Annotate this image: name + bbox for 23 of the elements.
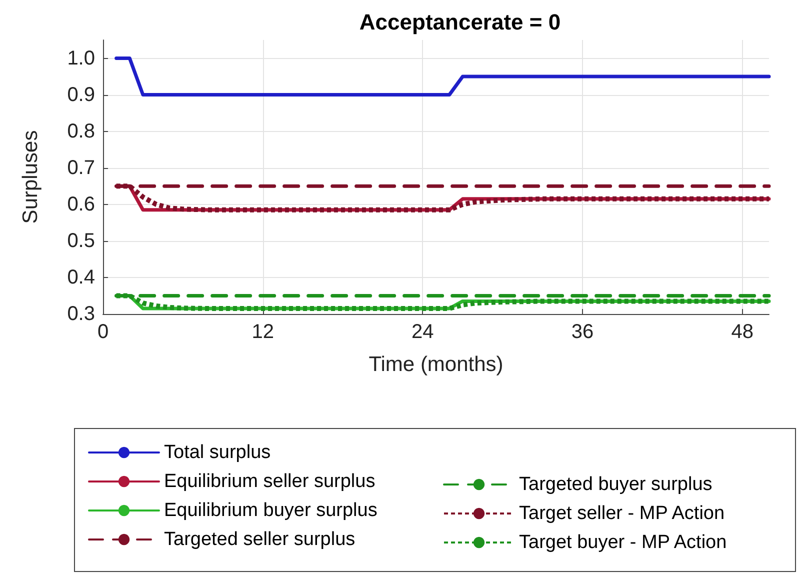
legend-label: Targeted buyer surplus (519, 474, 712, 495)
y-tick-label: 0.9 (67, 84, 95, 106)
chart-title: Acceptancerate = 0 (359, 10, 561, 34)
legend-label: Total surplus (164, 442, 271, 463)
y-tick-label: 0.8 (67, 120, 95, 142)
legend-label: Equilibrium seller surplus (164, 471, 376, 492)
y-tick-label: 1.0 (67, 47, 95, 70)
legend-label: Target seller - MP Action (519, 503, 725, 524)
x-tick-label: 36 (571, 321, 594, 343)
legend-label: Equilibrium buyer surplus (164, 500, 378, 521)
y-tick-label: 0.3 (67, 303, 95, 325)
x-axis-title: Time (months) (368, 353, 504, 376)
legend-label: Target buyer - MP Action (519, 532, 727, 553)
y-tick-label: 0.6 (67, 193, 95, 216)
legend-label: Targeted seller surplus (164, 529, 356, 550)
y-tick-label: 0.7 (67, 156, 95, 179)
y-tick-label: 0.4 (67, 266, 95, 288)
x-tick-label: 48 (731, 321, 754, 343)
x-tick-label: 12 (252, 321, 274, 343)
y-axis-title: Surpluses (19, 130, 42, 224)
y-tick-label: 0.5 (67, 230, 95, 252)
x-tick-label: 24 (412, 321, 434, 343)
x-tick-label: 0 (97, 321, 109, 343)
